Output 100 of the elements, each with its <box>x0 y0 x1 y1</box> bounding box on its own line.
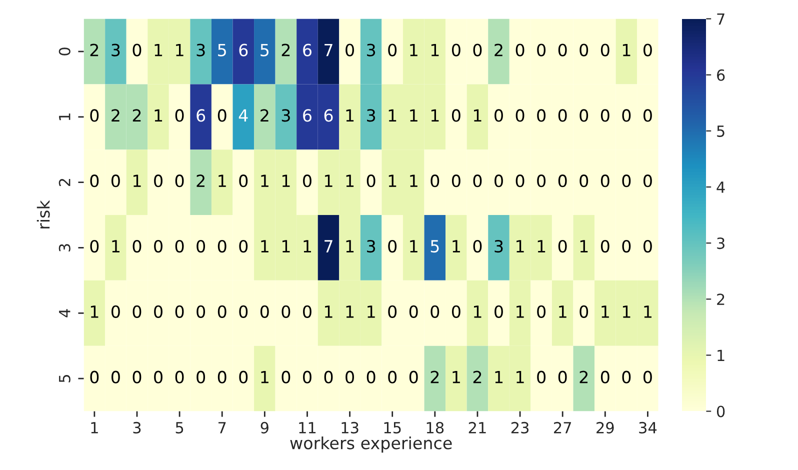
data-label: 2 <box>260 109 268 122</box>
data-label: 1 <box>282 174 290 187</box>
data-label: 0 <box>196 370 206 384</box>
data-label: 0 <box>537 370 546 384</box>
data-label: 1 <box>516 370 524 384</box>
data-label: 7 <box>324 240 332 252</box>
data-label: 5 <box>218 44 226 56</box>
data-label: 0 <box>644 109 652 122</box>
data-label: 0 <box>366 370 376 384</box>
data-label: 1 <box>431 109 439 122</box>
data-label: 0 <box>175 174 184 188</box>
data-label: 0 <box>516 44 524 56</box>
x-tick-label: 9 <box>260 422 268 434</box>
data-label: 1 <box>368 306 375 318</box>
data-label: 1 <box>495 370 503 384</box>
x-tick-label: 15 <box>384 422 401 434</box>
data-label: 0 <box>132 44 142 56</box>
color-bar-label: 3 <box>717 238 724 250</box>
data-label: 0 <box>430 174 440 188</box>
data-label: 0 <box>600 174 610 188</box>
x-tick-label: 3 <box>133 422 141 434</box>
data-label: 3 <box>367 240 376 253</box>
data-label: 0 <box>154 370 162 384</box>
data-label: 0 <box>558 370 567 384</box>
data-label: 1 <box>622 306 630 318</box>
data-label: 0 <box>494 174 503 188</box>
data-label: 0 <box>622 174 631 188</box>
color-bar-label: 1 <box>718 350 724 361</box>
data-label: 0 <box>494 109 503 122</box>
data-label: 0 <box>452 174 460 188</box>
data-label: 0 <box>90 240 99 253</box>
data-label: 0 <box>558 44 567 56</box>
data-label: 0 <box>644 44 652 56</box>
data-label: 0 <box>580 109 588 122</box>
y-tick-label: 5 <box>59 375 70 382</box>
data-label: 0 <box>558 240 567 253</box>
data-label: 0 <box>175 370 184 384</box>
y-tick-label: 2 <box>58 178 70 186</box>
x-tick-label: 29 <box>596 422 614 434</box>
data-label: 0 <box>346 370 354 384</box>
data-label: 0 <box>366 174 376 188</box>
x-axis-title: workers experience <box>290 436 452 453</box>
data-label: 1 <box>516 240 524 252</box>
color-bar-label: 2 <box>717 294 724 305</box>
data-label: 1 <box>559 306 566 318</box>
data-label: 0 <box>112 305 120 318</box>
data-label: 1 <box>346 240 354 252</box>
data-label: 0 <box>580 44 588 56</box>
data-label: 0 <box>154 174 162 188</box>
color-bar-label: 6 <box>717 69 725 81</box>
data-label: 0 <box>239 370 248 384</box>
data-label: 6 <box>196 109 206 122</box>
data-label: 2 <box>580 370 588 384</box>
data-label: 0 <box>90 370 99 384</box>
data-label: 1 <box>516 306 524 318</box>
data-label: 0 <box>537 109 546 122</box>
data-label: 0 <box>175 305 184 318</box>
data-label: 0 <box>90 174 99 188</box>
data-label: 5 <box>260 44 269 56</box>
data-label: 0 <box>600 370 610 384</box>
data-label: 0 <box>260 305 269 318</box>
x-tick-label: 27 <box>554 422 572 434</box>
data-label: 0 <box>473 174 482 188</box>
color-bar-label: 4 <box>716 182 725 193</box>
x-tick-label: 7 <box>218 422 226 434</box>
data-label: 0 <box>430 305 440 318</box>
data-label: 0 <box>388 44 397 56</box>
data-label: 2 <box>196 174 204 187</box>
data-label: 0 <box>239 240 248 253</box>
data-label: 1 <box>388 109 396 122</box>
data-label: 3 <box>112 44 120 56</box>
data-label: 1 <box>325 306 332 318</box>
data-label: 1 <box>325 174 332 187</box>
data-label: 1 <box>304 240 311 252</box>
data-label: 0 <box>239 305 248 318</box>
color-bar-label: 0 <box>716 406 725 418</box>
data-label: 1 <box>410 109 418 122</box>
x-tick-label: 23 <box>511 422 529 434</box>
data-label: 0 <box>644 370 652 384</box>
data-label: 0 <box>154 305 162 318</box>
data-label: 1 <box>431 44 439 56</box>
data-label: 0 <box>132 240 142 253</box>
data-label: 0 <box>644 174 652 188</box>
data-label: 3 <box>494 240 503 253</box>
data-label: 0 <box>388 305 397 318</box>
data-label: 1 <box>474 109 482 122</box>
data-label: 2 <box>90 44 98 56</box>
data-label: 1 <box>154 44 162 56</box>
x-tick-label: 5 <box>176 422 184 434</box>
data-label: 2 <box>282 44 290 56</box>
data-label: 6 <box>303 44 312 56</box>
data-label: 0 <box>537 174 546 188</box>
data-label: 0 <box>388 240 397 253</box>
data-label: 1 <box>474 306 482 318</box>
data-label: 0 <box>600 109 610 122</box>
data-label: 1 <box>410 240 418 252</box>
data-label: 0 <box>537 305 546 318</box>
data-label: 0 <box>132 305 142 318</box>
data-label: 0 <box>282 370 290 384</box>
data-label: 1 <box>261 240 268 252</box>
